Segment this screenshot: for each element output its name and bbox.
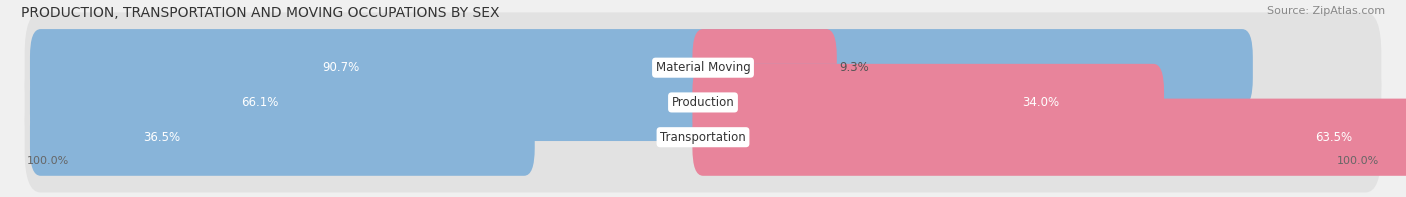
FancyBboxPatch shape <box>692 29 837 106</box>
Text: Production: Production <box>672 96 734 109</box>
Text: Material Moving: Material Moving <box>655 61 751 74</box>
FancyBboxPatch shape <box>25 82 1381 192</box>
FancyBboxPatch shape <box>692 64 1164 141</box>
Text: Source: ZipAtlas.com: Source: ZipAtlas.com <box>1267 6 1385 16</box>
Text: PRODUCTION, TRANSPORTATION AND MOVING OCCUPATIONS BY SEX: PRODUCTION, TRANSPORTATION AND MOVING OC… <box>21 6 499 20</box>
Text: 100.0%: 100.0% <box>1337 156 1379 166</box>
FancyBboxPatch shape <box>30 64 927 141</box>
FancyBboxPatch shape <box>25 12 1381 123</box>
Text: 100.0%: 100.0% <box>27 156 69 166</box>
Text: 34.0%: 34.0% <box>1022 96 1059 109</box>
Text: 9.3%: 9.3% <box>839 61 869 74</box>
Text: 66.1%: 66.1% <box>240 96 278 109</box>
FancyBboxPatch shape <box>30 99 534 176</box>
Text: 36.5%: 36.5% <box>143 131 180 144</box>
FancyBboxPatch shape <box>25 47 1381 158</box>
Text: Transportation: Transportation <box>661 131 745 144</box>
FancyBboxPatch shape <box>30 29 1253 106</box>
FancyBboxPatch shape <box>692 99 1406 176</box>
Text: 90.7%: 90.7% <box>322 61 360 74</box>
Text: 63.5%: 63.5% <box>1316 131 1353 144</box>
